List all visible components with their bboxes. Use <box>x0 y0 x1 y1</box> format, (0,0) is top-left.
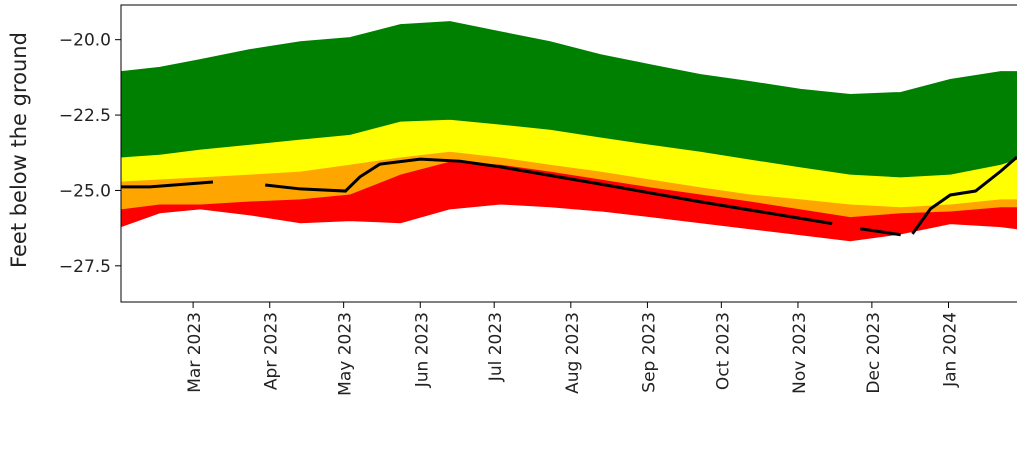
x-tick-label: Jan 2024 <box>940 312 960 388</box>
x-tick-label: May 2023 <box>336 312 356 396</box>
x-tick-label: Jul 2023 <box>486 312 506 382</box>
x-tick-label: Nov 2023 <box>790 312 810 394</box>
plot <box>121 21 1017 242</box>
x-tick-label: Jun 2023 <box>412 312 432 388</box>
y-tick-label: −25.0 <box>59 181 111 201</box>
y-tick-label: −27.5 <box>59 257 111 277</box>
axes-frame <box>120 4 1017 303</box>
x-tick-label: Mar 2023 <box>185 312 205 393</box>
y-tick-label: −20.0 <box>59 31 111 51</box>
x-tick-label: Oct 2023 <box>713 312 733 390</box>
x-tick-label: Apr 2023 <box>262 312 282 390</box>
x-tick-label: Aug 2023 <box>563 312 583 394</box>
x-tick-label: Dec 2023 <box>864 312 884 394</box>
y-axis-label: Feet below the ground <box>7 32 31 268</box>
x-tick-label: Sep 2023 <box>639 312 659 393</box>
y-tick-label: −22.5 <box>59 106 111 126</box>
level-line <box>121 155 1017 237</box>
band <box>121 21 1017 178</box>
